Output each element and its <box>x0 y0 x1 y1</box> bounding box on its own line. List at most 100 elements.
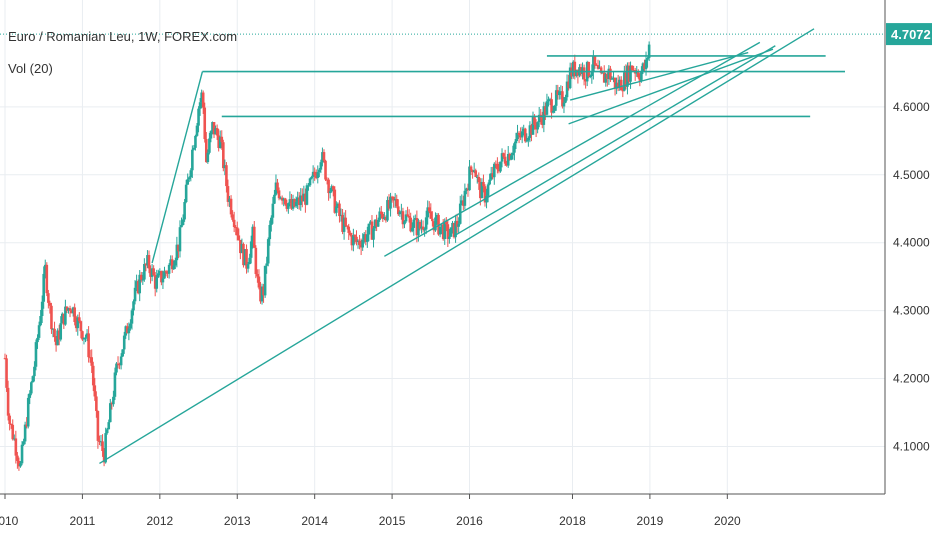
candle-body <box>417 221 420 236</box>
candle-body <box>367 223 371 235</box>
candle-body <box>485 195 488 203</box>
candle-body <box>383 217 386 219</box>
candle-body <box>214 128 217 135</box>
candle-body <box>494 163 498 165</box>
candle-body <box>427 207 431 212</box>
candle-body <box>91 365 95 386</box>
candle-body <box>54 336 58 346</box>
candle-body <box>300 195 304 202</box>
candle-body <box>432 221 436 231</box>
candle-body <box>414 218 417 220</box>
candle-body <box>345 225 349 227</box>
candle-body <box>556 90 560 96</box>
candle-body <box>327 179 330 194</box>
candle-body <box>204 139 208 163</box>
candle-body <box>76 317 80 329</box>
trendline[interactable] <box>569 51 749 101</box>
trendline[interactable] <box>151 71 204 264</box>
y-tick-label: 4.4000 <box>893 236 930 250</box>
candle-body <box>146 255 149 266</box>
candle-body <box>525 140 529 142</box>
candle-body <box>551 110 555 113</box>
candle-body <box>517 132 521 136</box>
candle-body <box>355 236 358 242</box>
x-tick-label: 2012 <box>146 514 173 528</box>
candle-body <box>571 61 575 77</box>
candle-body <box>197 108 200 126</box>
candle-body <box>266 239 270 264</box>
candle-body <box>452 222 456 238</box>
candle-body <box>290 199 293 209</box>
candle-body <box>475 176 479 178</box>
candle-body <box>232 219 236 228</box>
candle-body <box>81 331 84 340</box>
candle-body <box>362 234 366 240</box>
candle-body <box>366 234 369 242</box>
candle-body <box>136 281 140 294</box>
candle-body <box>53 328 56 337</box>
candle-body <box>229 198 233 215</box>
trendline[interactable] <box>453 45 776 237</box>
candle-body <box>23 424 27 442</box>
candle-body <box>160 271 163 283</box>
candle-body <box>601 72 604 74</box>
trendline[interactable] <box>99 28 815 465</box>
candle-body <box>297 197 301 205</box>
candle-body <box>612 77 615 79</box>
y-tick-label: 4.5000 <box>893 168 930 182</box>
candle-body <box>396 206 400 215</box>
candle-body <box>132 301 135 311</box>
candle-body <box>119 356 123 366</box>
candle-body <box>562 102 566 107</box>
candle-body <box>105 429 109 434</box>
candle-body <box>331 186 335 190</box>
candle-body <box>338 203 341 217</box>
candle-body <box>531 117 535 135</box>
candle-body <box>12 438 16 440</box>
candle-body <box>568 67 572 89</box>
candle-body <box>596 65 600 69</box>
x-tick-label: 2016 <box>456 514 483 528</box>
candle-body <box>335 206 338 213</box>
candle-body <box>406 214 409 217</box>
candle-body <box>101 441 104 451</box>
candle-body <box>194 135 197 148</box>
candle-body <box>43 264 47 274</box>
candle-body <box>520 131 524 138</box>
candle-body <box>124 326 128 336</box>
last-price-badge: 4.7072 <box>886 23 932 46</box>
candle-body <box>434 217 437 231</box>
candle-body <box>208 138 211 153</box>
candle-body <box>161 278 165 283</box>
candle-body <box>64 306 67 325</box>
candle-body <box>215 128 219 136</box>
candle-body <box>175 244 179 261</box>
candle-body <box>184 184 188 203</box>
candle-body <box>319 162 323 170</box>
candle-body <box>243 249 247 266</box>
candle-body <box>209 131 213 139</box>
trendline[interactable] <box>568 48 774 125</box>
candle-body <box>282 198 286 201</box>
candle-body <box>195 125 199 136</box>
trendline[interactable] <box>384 41 761 257</box>
chart-title: Euro / Romanian Leu, 1W, FOREX.com <box>8 29 238 44</box>
volume-indicator-label[interactable]: Vol (20) <box>8 61 53 76</box>
candle-body <box>527 137 530 141</box>
candle-body <box>273 194 276 204</box>
candle-body <box>370 221 374 240</box>
candle-body <box>288 199 292 204</box>
candle-body <box>164 271 168 273</box>
candle-body <box>276 182 279 191</box>
candle-body <box>621 90 625 92</box>
candle-body <box>187 177 191 180</box>
candle-body <box>606 74 609 79</box>
candle-body <box>95 396 98 412</box>
candle-body <box>358 240 361 245</box>
candle-body <box>647 44 651 59</box>
last-price-label: 4.7072 <box>891 27 931 42</box>
candle-body <box>322 152 326 161</box>
candle-body <box>262 286 265 296</box>
candle-body <box>212 122 216 135</box>
